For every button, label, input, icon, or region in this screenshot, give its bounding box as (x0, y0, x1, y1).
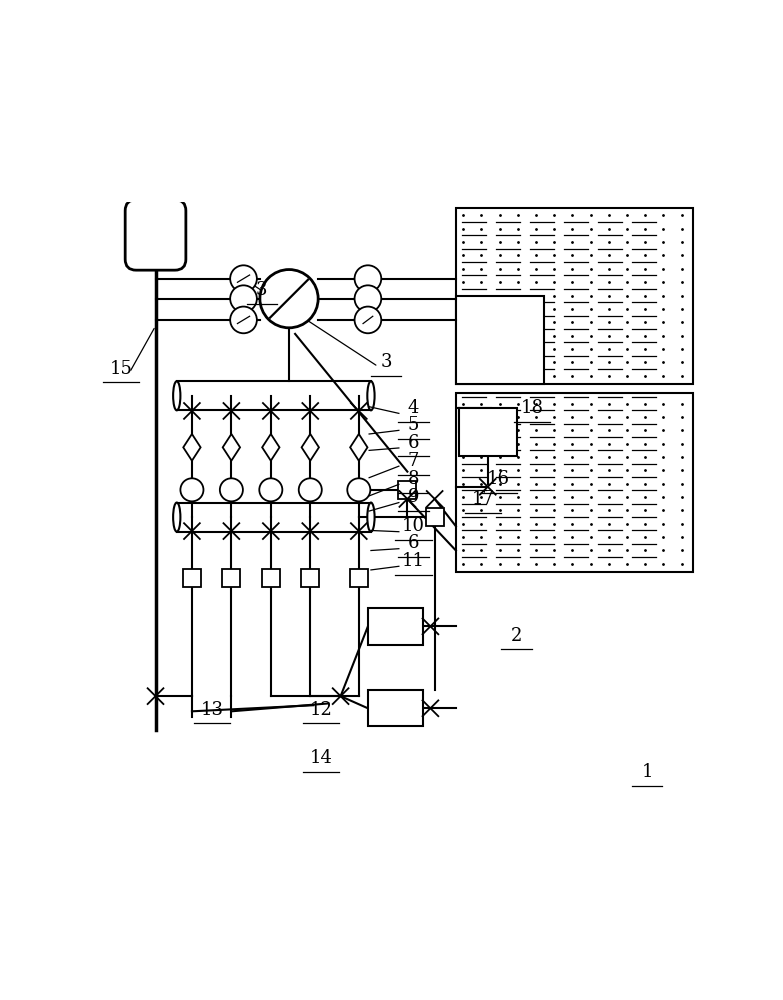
Text: 4: 4 (408, 399, 419, 417)
Text: 17: 17 (472, 490, 495, 508)
Text: 10: 10 (402, 517, 425, 535)
Polygon shape (183, 434, 200, 461)
Text: 6: 6 (408, 534, 419, 552)
Text: 9: 9 (408, 488, 419, 506)
Circle shape (348, 478, 370, 501)
Bar (456, 393, 693, 572)
Circle shape (230, 265, 257, 292)
Polygon shape (183, 569, 201, 587)
Circle shape (220, 478, 243, 501)
Text: 12: 12 (310, 701, 333, 719)
Bar (459, 408, 517, 456)
Bar (456, 296, 544, 384)
Bar (456, 208, 693, 384)
Ellipse shape (367, 381, 374, 410)
Ellipse shape (367, 503, 374, 532)
Text: 11: 11 (402, 552, 425, 570)
Polygon shape (301, 434, 319, 461)
Bar (368, 608, 423, 645)
Polygon shape (222, 434, 240, 461)
Text: 6: 6 (408, 434, 419, 452)
Polygon shape (426, 508, 444, 526)
Text: 16: 16 (487, 470, 510, 488)
Polygon shape (399, 481, 417, 499)
FancyBboxPatch shape (125, 200, 186, 270)
Text: 5: 5 (408, 416, 419, 434)
Circle shape (259, 478, 283, 501)
Text: 7: 7 (408, 452, 419, 470)
Ellipse shape (173, 381, 180, 410)
Text: 15: 15 (110, 360, 132, 378)
Circle shape (355, 285, 381, 312)
Text: 3: 3 (381, 353, 392, 371)
Polygon shape (262, 569, 280, 587)
Circle shape (180, 478, 204, 501)
Text: 13: 13 (200, 701, 223, 719)
Polygon shape (301, 569, 319, 587)
Polygon shape (222, 569, 240, 587)
Text: 14: 14 (310, 749, 333, 767)
Polygon shape (350, 569, 368, 587)
Polygon shape (262, 434, 280, 461)
Circle shape (299, 478, 322, 501)
Ellipse shape (173, 503, 180, 532)
Polygon shape (350, 434, 367, 461)
Text: 3: 3 (256, 281, 268, 299)
Circle shape (230, 307, 257, 333)
Text: 1: 1 (641, 763, 653, 781)
Circle shape (260, 270, 318, 328)
Bar (368, 690, 423, 726)
Text: 2: 2 (511, 627, 522, 645)
Circle shape (230, 285, 257, 312)
Text: 18: 18 (520, 399, 543, 417)
Circle shape (355, 307, 381, 333)
Circle shape (355, 265, 381, 292)
Text: 8: 8 (408, 470, 419, 488)
